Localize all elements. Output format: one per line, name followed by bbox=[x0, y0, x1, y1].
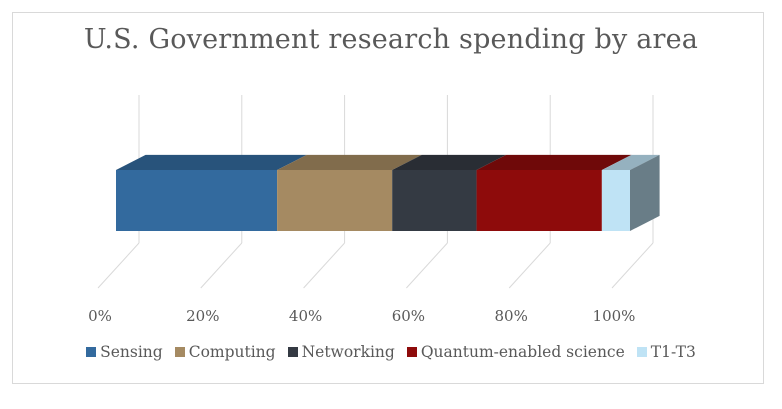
bar-segment-sensing bbox=[116, 170, 278, 231]
gridline-floor bbox=[200, 242, 243, 289]
x-tick-label: 20% bbox=[186, 307, 219, 325]
legend-label: Quantum-enabled science bbox=[420, 343, 625, 361]
bar-segment-t1-t3 bbox=[601, 170, 630, 231]
legend-swatch bbox=[406, 347, 417, 357]
legend-item: Quantum-enabled science bbox=[406, 343, 625, 361]
bar-segment-side bbox=[630, 154, 660, 231]
x-tick-label: 60% bbox=[392, 307, 425, 325]
gridline-floor bbox=[611, 242, 654, 289]
legend-item: Networking bbox=[287, 343, 395, 361]
chart-title: U.S. Government research spending by are… bbox=[83, 24, 699, 55]
gridline-floor bbox=[508, 242, 551, 289]
legend-swatch bbox=[174, 347, 185, 357]
chart-legend: Sensing Computing Networking Quantum-enable… bbox=[0, 343, 782, 361]
legend-label: T1-T3 bbox=[650, 343, 696, 361]
bar-segment-top bbox=[277, 154, 422, 170]
x-tick-label: 80% bbox=[495, 307, 528, 325]
legend-label: Computing bbox=[188, 343, 276, 361]
gridline-floor bbox=[303, 242, 345, 289]
legend-swatch bbox=[86, 347, 97, 357]
legend-item: Sensing bbox=[86, 343, 163, 361]
legend-swatch bbox=[287, 347, 298, 357]
bar-segment-top bbox=[392, 154, 507, 170]
bar-segment-top bbox=[601, 154, 660, 170]
legend-label: Networking bbox=[301, 343, 395, 361]
x-tick-label: 0% bbox=[88, 307, 112, 325]
legend-label: Sensing bbox=[100, 343, 163, 361]
legend-item: T1-T3 bbox=[636, 343, 696, 361]
legend-item: Computing bbox=[174, 343, 276, 361]
bar-segment-quantum-enabled-science bbox=[476, 170, 602, 231]
x-tick-label: 40% bbox=[289, 307, 322, 325]
bar-segment-computing bbox=[277, 170, 393, 231]
bar-segment-top bbox=[476, 154, 632, 170]
legend-swatch bbox=[636, 347, 647, 357]
gridline-floor bbox=[406, 242, 448, 289]
gridline-floor bbox=[97, 242, 140, 289]
x-tick-label: 100% bbox=[593, 307, 636, 325]
bar-segment-top bbox=[116, 154, 307, 170]
bar-segment-networking bbox=[392, 170, 477, 231]
